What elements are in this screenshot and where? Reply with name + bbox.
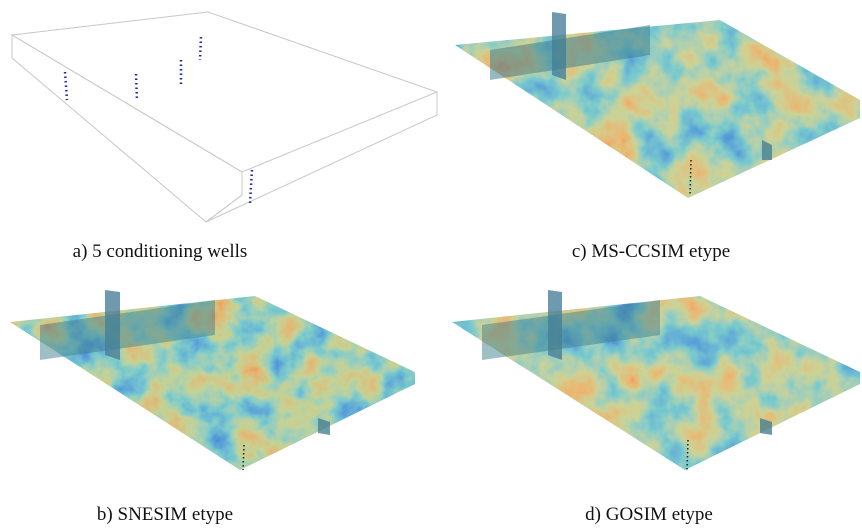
box-top — [12, 12, 437, 172]
wells — [65, 37, 252, 203]
panel-wells — [12, 12, 437, 222]
field-surface — [455, 15, 862, 205]
well — [136, 74, 137, 100]
well — [200, 37, 201, 60]
well — [250, 170, 252, 203]
panel-gosim — [452, 290, 862, 475]
box-front — [12, 35, 242, 222]
panel-ms-ccsim — [455, 12, 862, 205]
box-edge — [206, 195, 242, 222]
caption: a) 5 conditioning wells — [73, 241, 248, 262]
caption: c) MS-CCSIM etype — [572, 241, 730, 262]
well — [65, 72, 67, 100]
caption: b) SNESIM etype — [97, 504, 233, 525]
panel-snesim — [10, 290, 417, 475]
caption: d) GOSIM etype — [585, 504, 713, 525]
box-side — [206, 92, 437, 222]
figure: a) 5 conditioning wells c) MS-CCSIM etyp… — [0, 0, 862, 530]
